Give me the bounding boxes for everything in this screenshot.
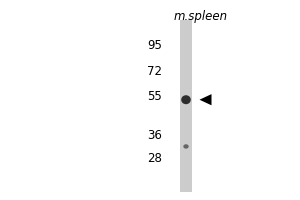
Bar xyxy=(180,20,192,192)
Text: 72: 72 xyxy=(147,65,162,78)
Text: 36: 36 xyxy=(147,129,162,142)
Text: m.spleen: m.spleen xyxy=(174,10,228,23)
Text: 28: 28 xyxy=(147,152,162,165)
Polygon shape xyxy=(200,94,211,105)
Text: 95: 95 xyxy=(147,39,162,52)
Ellipse shape xyxy=(183,144,189,149)
Ellipse shape xyxy=(181,95,191,104)
Text: 55: 55 xyxy=(147,90,162,103)
